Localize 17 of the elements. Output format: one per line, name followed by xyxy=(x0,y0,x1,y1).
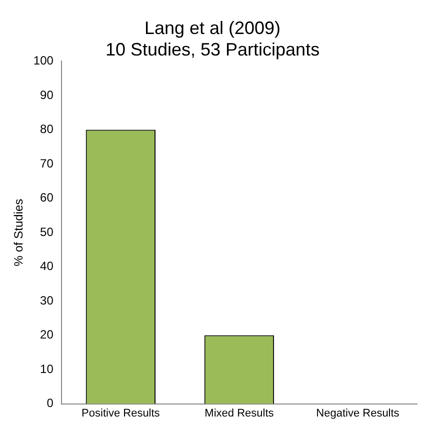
y-tick-label: 30 xyxy=(40,293,54,308)
y-tick-label: 60 xyxy=(40,190,54,205)
y-tick-label: 0 xyxy=(46,396,54,410)
y-tick-label: 40 xyxy=(40,259,54,274)
chart-subtitle: 10 Studies, 53 Participants xyxy=(105,39,320,60)
y-axis-title: % of Studies xyxy=(12,198,26,266)
x-tick-label: Mixed Results xyxy=(204,407,274,420)
y-tick-label: 10 xyxy=(40,362,54,376)
y-tick-label: 100 xyxy=(33,54,54,68)
y-tick-label: 20 xyxy=(40,328,54,342)
y-tick-label: 70 xyxy=(40,156,54,170)
chart-title: Lang et al (2009) xyxy=(144,18,281,38)
y-tick-label: 90 xyxy=(40,88,54,102)
x-tick-label: Positive Results xyxy=(82,407,160,420)
y-tick-label: 80 xyxy=(40,122,54,136)
y-tick-label: 50 xyxy=(40,224,54,239)
x-tick-label: Negative Results xyxy=(316,407,400,420)
